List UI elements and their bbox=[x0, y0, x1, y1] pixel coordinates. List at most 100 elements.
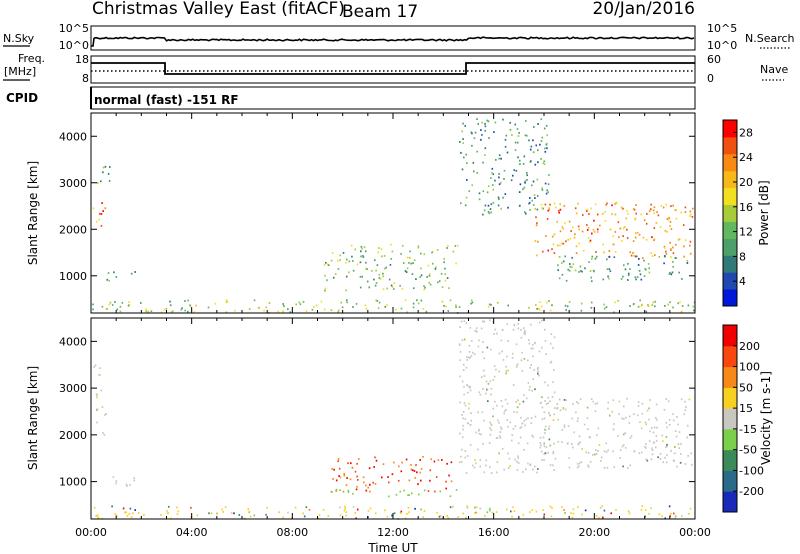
data-cell bbox=[558, 398, 561, 401]
data-cell bbox=[355, 517, 357, 520]
data-cell bbox=[515, 343, 518, 346]
data-cell bbox=[289, 311, 292, 314]
data-cell bbox=[588, 241, 591, 243]
data-cell bbox=[130, 272, 133, 275]
data-cell bbox=[320, 300, 323, 303]
data-cell bbox=[670, 249, 672, 251]
data-cell bbox=[521, 370, 524, 372]
data-cell bbox=[290, 516, 293, 519]
data-cell bbox=[566, 305, 569, 308]
data-cell bbox=[595, 515, 598, 517]
data-cell bbox=[614, 203, 616, 205]
data-cell bbox=[386, 287, 388, 290]
data-cell bbox=[177, 510, 180, 513]
data-cell bbox=[546, 218, 549, 220]
data-cell bbox=[128, 513, 131, 515]
data-cell bbox=[580, 461, 583, 463]
data-cell bbox=[621, 240, 623, 242]
data-cell bbox=[369, 483, 371, 486]
data-cell bbox=[477, 123, 479, 125]
data-cell bbox=[439, 490, 442, 493]
data-cell bbox=[474, 329, 476, 332]
data-cell bbox=[345, 514, 347, 517]
data-cell bbox=[634, 236, 637, 239]
data-cell bbox=[374, 512, 377, 515]
data-cell bbox=[543, 127, 546, 130]
data-cell bbox=[482, 341, 484, 343]
data-cell bbox=[487, 120, 490, 123]
data-cell bbox=[486, 388, 489, 391]
data-cell bbox=[618, 400, 621, 403]
data-cell bbox=[604, 220, 607, 222]
data-cell bbox=[596, 231, 599, 233]
noise-top-tick-left: 10^5 bbox=[59, 22, 89, 35]
data-cell bbox=[134, 271, 136, 273]
data-cell bbox=[482, 351, 484, 353]
data-cell bbox=[660, 205, 663, 207]
data-cell bbox=[633, 208, 636, 211]
data-cell bbox=[641, 505, 644, 507]
data-cell bbox=[167, 512, 169, 514]
data-cell bbox=[342, 490, 345, 493]
data-cell bbox=[543, 513, 546, 516]
data-cell bbox=[478, 432, 481, 435]
colorbar-tick-label: 28 bbox=[739, 126, 753, 139]
data-cell bbox=[571, 256, 573, 259]
data-cell bbox=[257, 307, 260, 310]
data-cell bbox=[587, 428, 589, 431]
data-cell bbox=[666, 426, 668, 429]
data-cell bbox=[128, 301, 130, 304]
data-cell bbox=[498, 176, 500, 179]
data-cell bbox=[420, 299, 423, 302]
data-cell bbox=[578, 462, 581, 465]
data-cell bbox=[558, 211, 560, 214]
data-cell bbox=[544, 452, 547, 455]
data-cell bbox=[490, 424, 493, 426]
data-cell bbox=[587, 226, 590, 229]
data-cell bbox=[445, 480, 447, 483]
data-cell bbox=[399, 512, 402, 515]
data-cell bbox=[626, 210, 628, 212]
noise-strip: N.Sky 10^5 10^0 10^5 10^0 N.Search bbox=[3, 22, 795, 52]
velocity-frame bbox=[90, 317, 696, 520]
data-cell bbox=[375, 282, 378, 284]
data-cell bbox=[345, 511, 348, 513]
data-cell bbox=[426, 276, 428, 278]
data-cell bbox=[413, 470, 416, 472]
data-cell bbox=[298, 301, 300, 304]
data-cell bbox=[562, 227, 565, 230]
data-cell bbox=[119, 310, 122, 313]
data-cell bbox=[115, 276, 118, 278]
data-cell bbox=[313, 306, 315, 308]
data-cell bbox=[378, 247, 380, 249]
data-cell bbox=[655, 435, 658, 437]
data-cell bbox=[488, 212, 491, 215]
data-cell bbox=[544, 432, 546, 434]
data-cell bbox=[334, 273, 337, 275]
data-cell bbox=[501, 350, 503, 353]
data-cell bbox=[277, 310, 279, 313]
data-cell bbox=[565, 309, 567, 311]
data-cell bbox=[488, 507, 491, 510]
data-cell bbox=[619, 449, 622, 451]
data-cell bbox=[466, 359, 468, 361]
data-cell bbox=[551, 248, 553, 251]
data-cell bbox=[193, 311, 195, 314]
data-cell bbox=[677, 443, 680, 445]
data-cell bbox=[506, 355, 508, 358]
data-cell bbox=[553, 391, 556, 394]
data-cell bbox=[486, 191, 489, 194]
data-cell bbox=[509, 421, 512, 424]
data-cell bbox=[350, 462, 352, 465]
data-cell bbox=[623, 433, 625, 436]
data-cell bbox=[621, 417, 623, 420]
colorbar-swatch bbox=[723, 325, 737, 347]
data-cell bbox=[578, 228, 581, 231]
data-cell bbox=[350, 244, 353, 247]
data-cell bbox=[497, 419, 499, 422]
data-cell bbox=[378, 301, 381, 304]
data-cell bbox=[104, 207, 107, 210]
data-cell bbox=[534, 415, 537, 418]
data-cell bbox=[287, 511, 289, 514]
data-cell bbox=[603, 251, 605, 254]
